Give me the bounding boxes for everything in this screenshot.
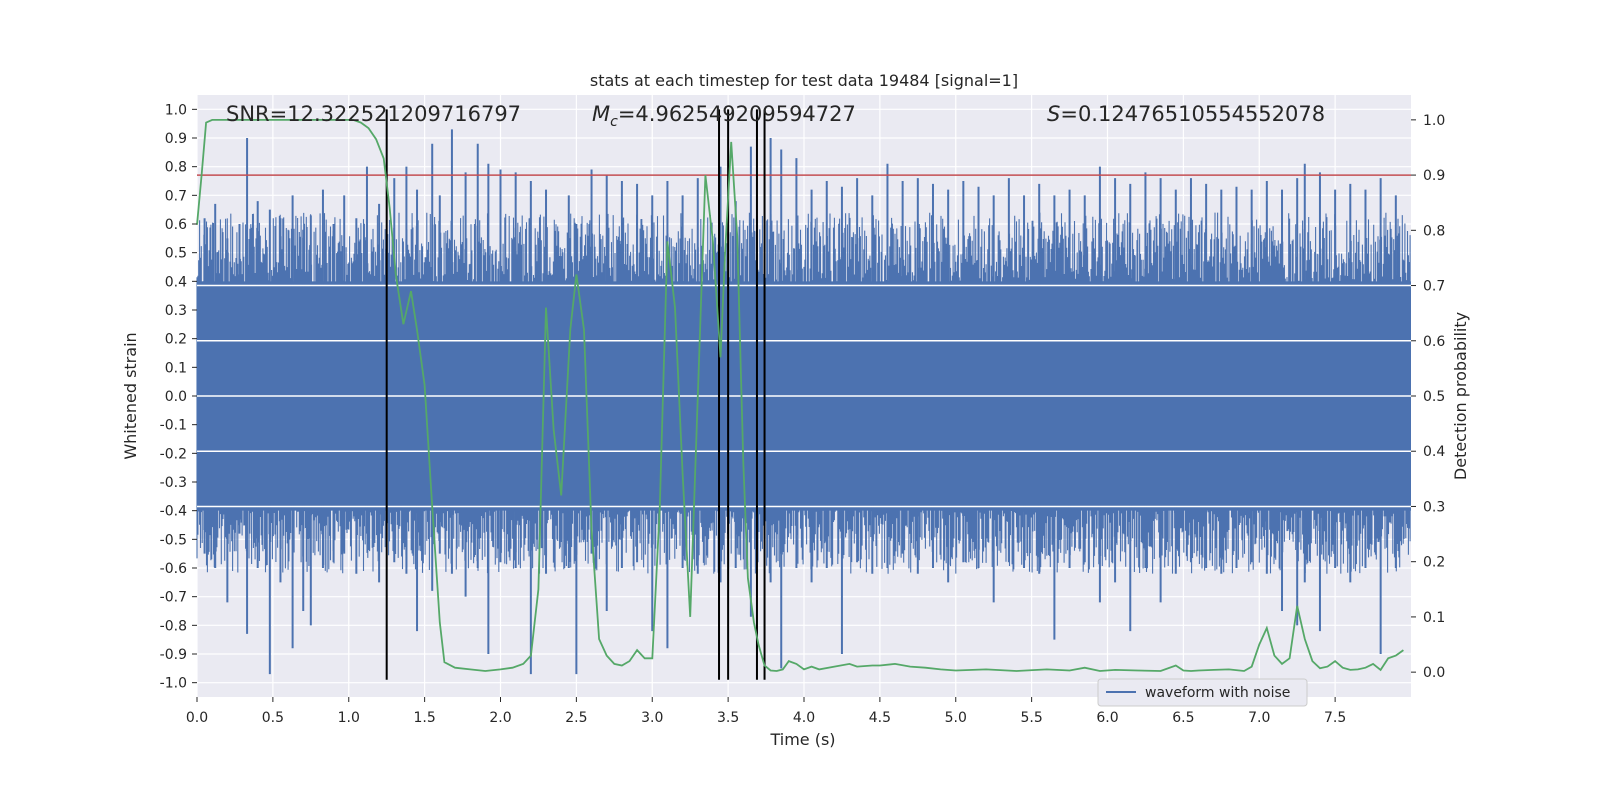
left-tick-label: 0.8: [165, 160, 187, 176]
left-tick-label: 0.6: [165, 217, 187, 233]
legend-box: [1097, 678, 1308, 707]
chirp-mass-annotation: Mc=4.962549209594727: [592, 102, 856, 130]
right-tick-label: 0.4: [1423, 444, 1445, 460]
right-tick-label: 0.9: [1423, 168, 1445, 184]
left-tick-label: -0.6: [160, 561, 187, 577]
left-axis-ticks: 1.0 0.9 0.8 0.7 0.6 0.5 0.4 0.3 0.2 0.1 0.0 -0.1 -0.…: [160, 102, 197, 692]
left-tick-label: -0.9: [160, 647, 187, 663]
x-tick-label: 0.0: [186, 710, 208, 726]
left-tick-label: 1.0: [165, 102, 187, 118]
x-tick-label: 1.5: [413, 710, 435, 726]
mc-symbol: M: [592, 102, 610, 126]
right-axis-label: Detection probability: [1451, 312, 1470, 480]
right-tick-label: 0.6: [1423, 334, 1445, 350]
detection-probability-line: [196, 119, 1404, 672]
x-tick-label: 6.5: [1172, 710, 1194, 726]
left-tick-label: -0.7: [160, 590, 187, 606]
x-tick-label: 4.0: [793, 710, 815, 726]
chart-title: stats at each timestep for test data 194…: [590, 71, 1018, 90]
x-tick-label: 3.0: [641, 710, 663, 726]
left-tick-label: -0.2: [160, 446, 187, 462]
left-tick-label: -0.1: [160, 418, 187, 434]
x-tick-label: 5.5: [1020, 710, 1042, 726]
x-tick-label: 2.0: [489, 710, 511, 726]
x-tick-label: 2.5: [565, 710, 587, 726]
right-tick-label: 0.1: [1423, 610, 1445, 626]
x-tick-label: 7.5: [1324, 710, 1346, 726]
x-tick-label: 4.5: [869, 710, 891, 726]
x-tick-label: 0.5: [262, 710, 284, 726]
left-tick-label: 0.4: [165, 274, 187, 290]
left-tick-label: -0.4: [160, 504, 187, 520]
mc-subscript: c: [610, 114, 618, 130]
right-tick-label: 0.7: [1423, 279, 1445, 295]
left-tick-label: 0.5: [165, 246, 187, 262]
left-axis-label: Whitened strain: [121, 332, 140, 459]
overlay-grid: [197, 284, 1411, 508]
s-symbol: S: [1047, 102, 1060, 126]
left-tick-label: -0.8: [160, 618, 187, 634]
legend-label: waveform with noise: [1145, 685, 1290, 701]
x-axis-ticks: 0.0 0.5 1.0 1.5 2.0 2.5 3.0 3.5 4.0 4.5 5.0 5.5 6.0 6…: [186, 697, 1346, 726]
left-tick-label: -0.5: [160, 532, 187, 548]
left-tick-label: 0.9: [165, 131, 187, 147]
left-tick-label: 0.0: [165, 389, 187, 405]
right-tick-label: 1.0: [1423, 113, 1445, 129]
right-tick-label: 0.0: [1423, 665, 1445, 681]
s-value: =0.12476510554552078: [1060, 102, 1325, 126]
s-annotation: S=0.12476510554552078: [1047, 102, 1325, 126]
left-tick-label: -0.3: [160, 475, 187, 491]
left-tick-label: 0.1: [165, 360, 187, 376]
right-axis-ticks: 1.0 0.9 0.8 0.7 0.6 0.5 0.4 0.3 0.2 0.1 0.0: [1411, 113, 1445, 681]
left-tick-label: -1.0: [160, 676, 187, 692]
snr-annotation: SNR=12.322521209716797: [226, 102, 521, 126]
x-axis-label: Time (s): [769, 730, 835, 749]
x-tick-label: 7.0: [1248, 710, 1270, 726]
x-tick-label: 6.0: [1096, 710, 1118, 726]
x-tick-label: 1.0: [338, 710, 360, 726]
x-tick-label: 3.5: [717, 710, 739, 726]
legend: waveform with noise: [1097, 678, 1308, 707]
left-tick-label: 0.2: [165, 332, 187, 348]
right-tick-label: 0.3: [1423, 499, 1445, 515]
left-tick-label: 0.7: [165, 188, 187, 204]
x-tick-label: 5.0: [945, 710, 967, 726]
right-tick-label: 0.5: [1423, 389, 1445, 405]
right-tick-label: 0.2: [1423, 555, 1445, 571]
right-tick-label: 0.8: [1423, 223, 1445, 239]
left-tick-label: 0.3: [165, 303, 187, 319]
mc-value: =4.962549209594727: [618, 102, 856, 126]
